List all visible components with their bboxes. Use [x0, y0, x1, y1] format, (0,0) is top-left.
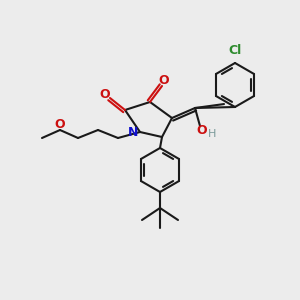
- Text: H: H: [208, 129, 216, 139]
- Text: O: O: [55, 118, 65, 130]
- Text: O: O: [159, 74, 169, 86]
- Text: O: O: [100, 88, 110, 100]
- Text: O: O: [197, 124, 207, 137]
- Text: N: N: [128, 125, 138, 139]
- Text: Cl: Cl: [228, 44, 242, 57]
